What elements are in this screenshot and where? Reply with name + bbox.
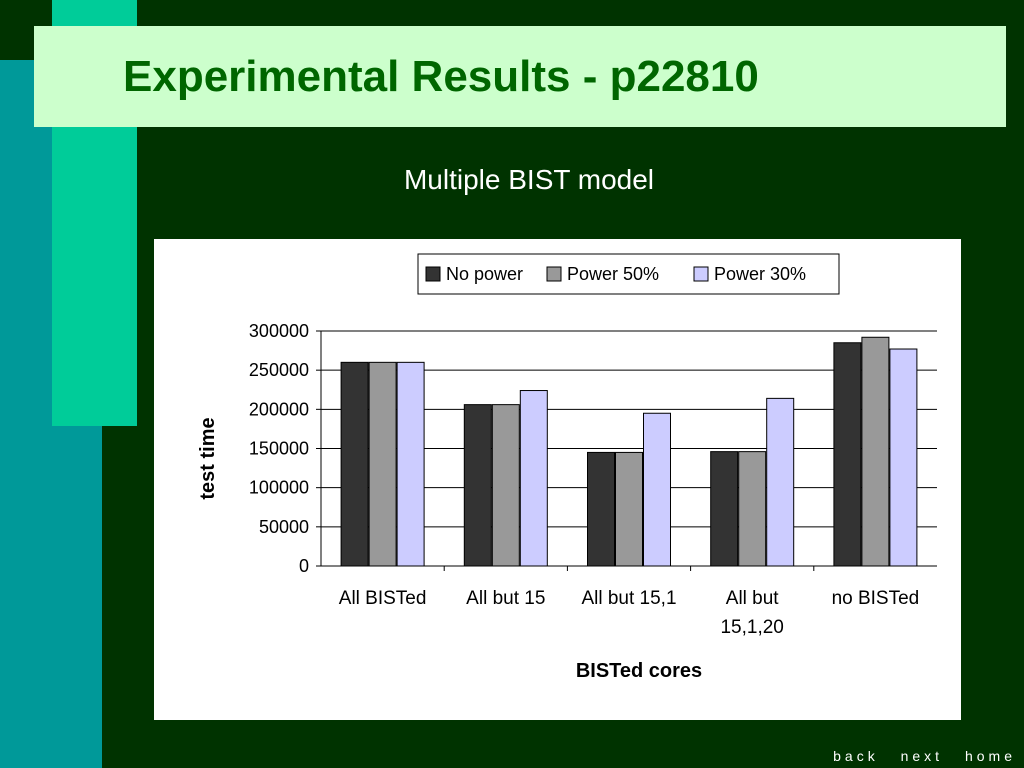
x-tick-label: 15,1,20 — [720, 617, 783, 638]
y-tick-label: 300000 — [249, 321, 309, 341]
bar-chart: 0 50000 100000 150000 200000 250000 300000 All … — [197, 253, 937, 682]
next-link[interactable]: next — [900, 748, 944, 764]
y-tick-label: 100000 — [249, 478, 309, 498]
y-tick-label: 0 — [299, 556, 309, 576]
legend-label: Power 50% — [567, 264, 659, 284]
title-bar: Experimental Results - p22810 — [34, 26, 1006, 127]
bar — [710, 451, 739, 567]
bar — [491, 404, 520, 567]
x-tick-label: All but 15,1 — [581, 588, 676, 609]
bar — [643, 412, 671, 567]
y-tick-label: 50000 — [259, 517, 309, 537]
bar — [615, 451, 643, 567]
slide-subtitle: Multiple BIST model — [403, 164, 655, 195]
y-tick-label: 150000 — [249, 439, 309, 459]
bar — [519, 390, 548, 567]
home-link[interactable]: home — [964, 748, 1016, 764]
legend-label: Power 30% — [714, 264, 806, 284]
back-link[interactable]: back — [833, 748, 879, 764]
legend-box — [417, 253, 840, 295]
legend-swatch — [546, 266, 562, 282]
legend-label: No power — [446, 264, 523, 284]
y-tick-label: 200000 — [249, 399, 309, 419]
x-axis-title: BISTed cores — [576, 660, 702, 682]
x-tick-label: All BISTed — [339, 588, 427, 609]
slide-title: Experimental Results - p22810 — [123, 52, 759, 101]
legend-swatch — [425, 266, 441, 282]
bar — [738, 451, 767, 567]
bar — [833, 342, 862, 567]
y-tick-label: 250000 — [249, 360, 309, 380]
bar — [587, 451, 615, 567]
bar — [340, 361, 369, 567]
chart-panel: 0 50000 100000 150000 200000 250000 300000 All … — [154, 239, 961, 720]
legend-swatch — [693, 266, 709, 282]
x-tick-label: no BISTed — [832, 588, 920, 609]
slide-navigation: back next home — [819, 748, 1016, 764]
y-axis-title: test time — [197, 417, 219, 499]
x-tick-label: All but 15 — [466, 588, 545, 609]
bar — [463, 404, 492, 567]
bar — [396, 361, 425, 567]
x-tick-label: All but — [726, 588, 780, 609]
bar — [861, 336, 890, 567]
bar — [368, 361, 397, 567]
bar — [889, 348, 918, 567]
bar — [766, 397, 795, 567]
